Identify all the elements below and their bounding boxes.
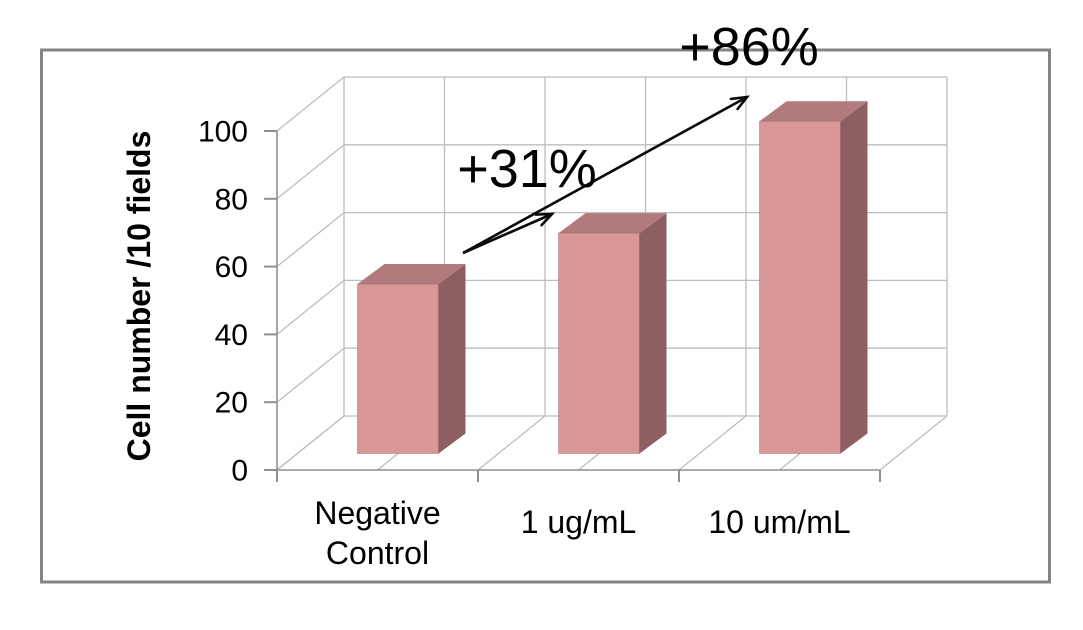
bar-10-um-ml bbox=[759, 101, 868, 454]
sidewall-gridline-40 bbox=[276, 279, 345, 335]
bar-front-face bbox=[759, 120, 841, 454]
bar-side-face bbox=[438, 264, 466, 454]
sidewall-gridline-20 bbox=[276, 347, 345, 403]
y-tick-label-100: 100 bbox=[198, 116, 248, 149]
y-axis-title: Cell number /10 fields bbox=[121, 131, 157, 462]
increase-arrow-86 bbox=[462, 95, 750, 255]
x-category-label-2: 10 um/mL bbox=[708, 504, 850, 540]
axes bbox=[264, 130, 881, 482]
floor-gridline-6 bbox=[879, 415, 948, 471]
sidewall-gridline-80 bbox=[276, 144, 345, 200]
bars bbox=[357, 101, 868, 454]
x-category-label-0-line2: Control bbox=[326, 535, 429, 571]
floor-gridline-2 bbox=[477, 415, 546, 471]
bar-top-face bbox=[558, 213, 667, 234]
x-category-label-0-line1: Negative bbox=[314, 495, 440, 531]
floor-gridline-0 bbox=[276, 415, 345, 471]
x-category-label-1: 1 ug/mL bbox=[521, 504, 637, 540]
bar-1-ug-ml bbox=[558, 213, 667, 454]
bar-top-face bbox=[759, 101, 868, 122]
bar-top-face bbox=[357, 264, 466, 284]
bar-front-face bbox=[357, 283, 439, 454]
bar-side-face bbox=[840, 101, 868, 454]
floor-gridline-4 bbox=[678, 415, 747, 471]
y-tick-label-20: 20 bbox=[215, 387, 248, 420]
sidewall-gridline-60 bbox=[276, 212, 345, 268]
y-tick-label-40: 40 bbox=[215, 319, 248, 352]
bar-front-face bbox=[558, 232, 640, 454]
y-tick-label-60: 60 bbox=[215, 251, 248, 284]
sidewall-gridline-100 bbox=[276, 76, 345, 132]
y-tick-label-80: 80 bbox=[215, 183, 248, 216]
bar-negative-control bbox=[357, 264, 466, 454]
annotation-plus86-label: +86% bbox=[679, 17, 819, 77]
annotation-arrows bbox=[462, 95, 750, 255]
axis-labels: 0 20 40 60 80 100 Negative Control 1 ug/mL 10 um/… bbox=[198, 116, 851, 572]
y-tick-label-0: 0 bbox=[231, 455, 248, 488]
annotation-plus31-label: +31% bbox=[457, 139, 597, 199]
bar-side-face bbox=[639, 213, 667, 454]
increase-arrow-31 bbox=[462, 212, 556, 255]
